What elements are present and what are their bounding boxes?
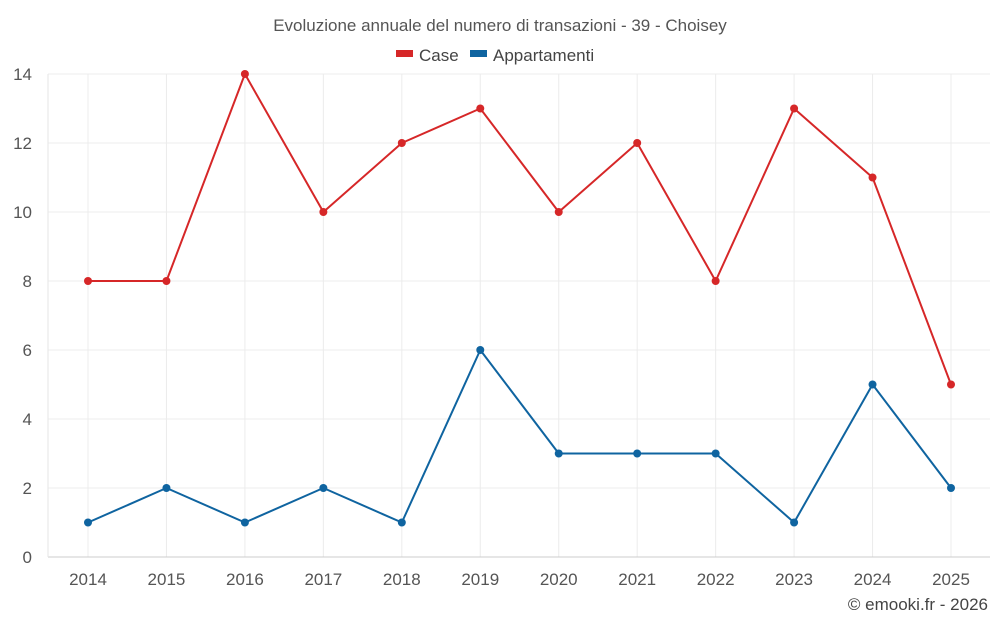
- x-tick-label: 2019: [461, 570, 499, 589]
- data-point-appartamenti: [319, 484, 328, 492]
- data-point-case: [397, 139, 406, 147]
- data-point-case: [633, 139, 642, 147]
- legend-label-case: Case: [419, 46, 459, 65]
- data-point-case: [319, 208, 328, 216]
- data-point-appartamenti: [476, 346, 485, 354]
- x-tick-label: 2022: [697, 570, 735, 589]
- y-tick-label: 12: [13, 134, 32, 153]
- x-tick-label: 2021: [618, 570, 656, 589]
- x-tick-label: 2015: [148, 570, 186, 589]
- data-point-appartamenti: [868, 380, 877, 389]
- credit-text: © emooki.fr - 2026: [848, 595, 988, 614]
- data-point-case: [476, 104, 485, 113]
- series-line-case: [88, 73, 952, 385]
- y-tick-label: 10: [13, 203, 32, 222]
- x-tick-label: 2020: [540, 570, 578, 589]
- x-tick-label: 2018: [383, 570, 421, 589]
- y-tick-label: 4: [23, 410, 32, 429]
- data-point-case: [554, 208, 563, 216]
- y-tick-label: 6: [23, 341, 32, 360]
- grid: [48, 73, 990, 557]
- legend-swatch-appartamenti: [470, 50, 487, 57]
- x-tick-label: 2025: [932, 570, 970, 589]
- x-tick-label: 2023: [775, 570, 813, 589]
- chart-title: Evoluzione annuale del numero di transaz…: [273, 16, 727, 35]
- y-tick-label: 14: [13, 65, 32, 84]
- data-point-case: [84, 277, 92, 285]
- data-point-appartamenti: [240, 518, 249, 527]
- data-point-appartamenti: [947, 484, 955, 492]
- data-point-case: [240, 70, 249, 78]
- data-point-case: [790, 104, 799, 113]
- y-tick-label: 0: [23, 548, 32, 567]
- data-point-appartamenti: [162, 484, 171, 492]
- series: [84, 70, 955, 527]
- data-point-case: [162, 277, 171, 285]
- data-point-appartamenti: [711, 449, 720, 458]
- series-line-appartamenti: [87, 349, 952, 524]
- legend-swatch-case: [396, 50, 413, 57]
- data-point-case: [947, 380, 955, 389]
- data-point-appartamenti: [84, 518, 92, 527]
- x-tick-label: 2024: [854, 570, 892, 589]
- data-point-appartamenti: [790, 518, 799, 527]
- legend-label-appartamenti: Appartamenti: [493, 46, 594, 65]
- x-tick-label: 2016: [226, 570, 264, 589]
- x-tick-label: 2017: [304, 570, 342, 589]
- y-tick-label: 8: [23, 272, 32, 291]
- data-point-appartamenti: [633, 449, 642, 458]
- legend: Case Appartamenti: [396, 46, 594, 65]
- y-tick-label: 2: [23, 479, 32, 498]
- axes: 0 2 4 6 8 10 12 14 2014 2015 2016 2017 2018 2019 2020 2…: [13, 65, 990, 589]
- data-point-appartamenti: [554, 449, 563, 458]
- data-point-case: [711, 277, 720, 285]
- data-point-case: [868, 173, 877, 182]
- x-tick-label: 2014: [69, 570, 107, 589]
- data-point-appartamenti: [397, 518, 406, 527]
